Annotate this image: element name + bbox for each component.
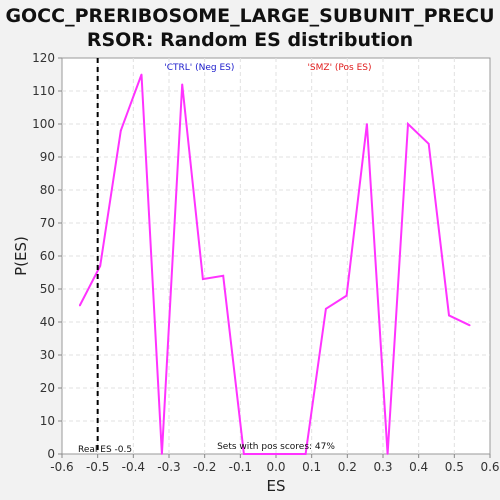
legend-neg: 'CTRL' (Neg ES) bbox=[164, 63, 234, 73]
data-point bbox=[448, 314, 450, 317]
x-tick-label: 0.4 bbox=[409, 460, 428, 474]
chart-title-line-1: GOCC_PRERIBOSOME_LARGE_SUBUNIT_PRECU bbox=[5, 5, 495, 27]
x-tick-label: 0.5 bbox=[445, 460, 464, 474]
data-point bbox=[119, 129, 122, 132]
x-tick-label: 0.3 bbox=[373, 460, 392, 474]
y-tick-label: 90 bbox=[40, 150, 55, 164]
y-tick-label: 10 bbox=[40, 414, 55, 428]
data-point bbox=[345, 294, 348, 297]
real-es-label: Real ES -0.5 bbox=[78, 445, 132, 455]
data-point bbox=[222, 274, 225, 277]
y-tick-label: 70 bbox=[40, 216, 55, 230]
y-tick-label: 110 bbox=[32, 84, 55, 98]
y-tick-label: 40 bbox=[40, 315, 55, 329]
x-tick-label: -0.4 bbox=[122, 460, 145, 474]
chart-title-line-2: RSOR: Random ES distribution bbox=[86, 29, 414, 51]
data-point bbox=[201, 278, 204, 280]
data-point bbox=[284, 453, 286, 455]
y-tick-label: 20 bbox=[40, 381, 55, 395]
y-tick-label: 30 bbox=[40, 348, 55, 362]
data-point bbox=[427, 142, 430, 145]
x-tick-label: 0.0 bbox=[266, 460, 285, 474]
data-point bbox=[468, 324, 471, 327]
series-line-0 bbox=[78, 74, 471, 455]
y-tick-label: 60 bbox=[40, 249, 55, 263]
data-point bbox=[325, 307, 327, 310]
data-point bbox=[99, 265, 102, 267]
grid bbox=[62, 58, 490, 454]
pos-scores-label: Sets with pos scores: 47% bbox=[217, 442, 335, 452]
y-tick-label: 100 bbox=[32, 117, 55, 131]
y-tick-label: 50 bbox=[40, 282, 55, 296]
x-tick-label: -0.5 bbox=[86, 460, 109, 474]
data-point bbox=[78, 304, 81, 307]
y-tick-label: 120 bbox=[32, 51, 55, 65]
data-point bbox=[140, 73, 143, 76]
x-tick-label: -0.1 bbox=[229, 460, 252, 474]
y-tick-label: 0 bbox=[47, 447, 55, 461]
data-point bbox=[263, 453, 266, 455]
x-tick-label: -0.2 bbox=[193, 460, 216, 474]
series-layer bbox=[78, 73, 471, 455]
x-tick-label: 0.6 bbox=[480, 460, 499, 474]
x-tick-label: 0.2 bbox=[338, 460, 357, 474]
x-tick-label: -0.3 bbox=[157, 460, 180, 474]
data-point bbox=[386, 453, 389, 455]
data-point bbox=[407, 123, 409, 125]
y-axis-title: P(ES) bbox=[12, 236, 30, 276]
data-point bbox=[243, 453, 245, 455]
data-point bbox=[304, 453, 307, 455]
x-tick-label: 0.1 bbox=[302, 460, 321, 474]
legend-pos: 'SMZ' (Pos ES) bbox=[307, 63, 371, 73]
data-point bbox=[160, 453, 163, 455]
x-axis-title: ES bbox=[267, 477, 286, 495]
x-tick-label: -0.6 bbox=[50, 460, 73, 474]
axis-ticks: -0.6 -0.5 -0.4 -0.3 -0.2 -0.1 0.0 0.1 0.2 0.3 0.4 0… bbox=[32, 51, 499, 474]
y-tick-label: 80 bbox=[40, 183, 55, 197]
data-point bbox=[366, 123, 368, 125]
data-point bbox=[181, 83, 184, 86]
